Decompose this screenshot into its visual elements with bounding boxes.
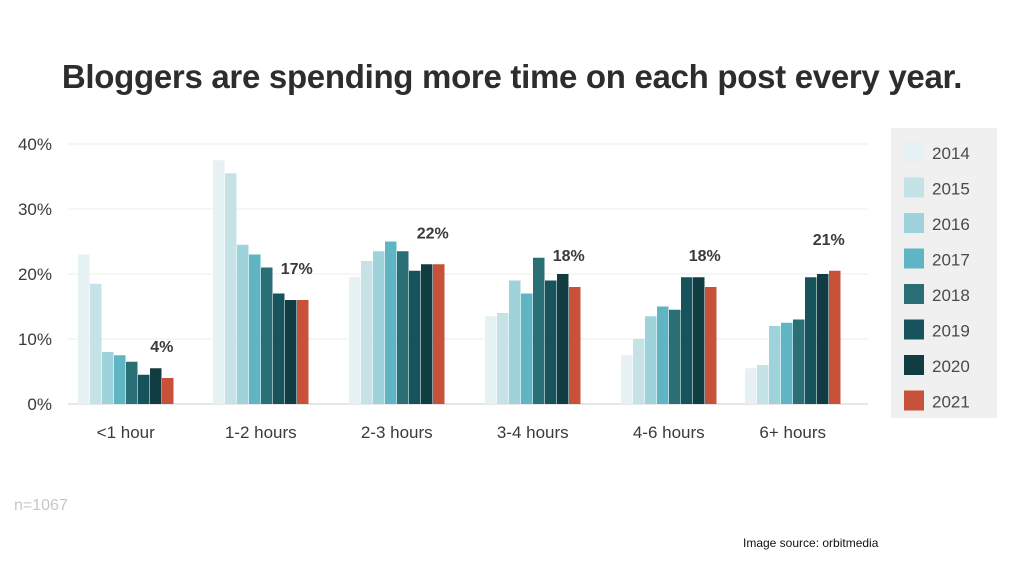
bar-2021-2 bbox=[433, 264, 445, 404]
category-label: 4-6 hours bbox=[633, 423, 705, 442]
bar-2016-1 bbox=[237, 244, 249, 404]
bar-2019-4 bbox=[681, 277, 693, 404]
y-tick-label: 20% bbox=[18, 265, 52, 284]
bar-2017-3 bbox=[521, 293, 533, 404]
bar-2018-3 bbox=[533, 257, 545, 404]
bar-2014-2 bbox=[349, 277, 361, 404]
bar-2018-0 bbox=[126, 361, 138, 404]
bar-2014-4 bbox=[621, 355, 633, 404]
data-label: 22% bbox=[417, 225, 449, 242]
data-label: 18% bbox=[553, 248, 585, 265]
labels-layer: <1 hour 4% 1-2 hours 17% 2-3 hours 22% 3-4 hou… bbox=[97, 225, 845, 442]
legend-label: 2016 bbox=[932, 215, 970, 234]
bar-2021-3 bbox=[569, 287, 581, 404]
image-source-credit: Image source: orbitmedia bbox=[743, 536, 879, 550]
legend-label: 2018 bbox=[932, 286, 970, 305]
bar-2020-1 bbox=[285, 300, 297, 404]
bar-2019-2 bbox=[409, 270, 421, 404]
category-label: 1-2 hours bbox=[225, 423, 297, 442]
bar-2016-0 bbox=[102, 352, 114, 404]
legend-swatch-2018 bbox=[904, 284, 924, 304]
bar-2019-0 bbox=[138, 374, 150, 404]
y-tick-label: 40% bbox=[18, 135, 52, 154]
data-label: 17% bbox=[281, 261, 313, 278]
bar-2017-2 bbox=[385, 241, 397, 404]
bar-2019-3 bbox=[545, 280, 557, 404]
legend-swatch-2014 bbox=[904, 142, 924, 162]
legend-label: 2015 bbox=[932, 180, 970, 199]
bar-2015-0 bbox=[90, 283, 102, 404]
data-label: 4% bbox=[150, 339, 173, 356]
bar-2020-0 bbox=[150, 368, 162, 404]
bar-2017-0 bbox=[114, 355, 126, 404]
category-label: 2-3 hours bbox=[361, 423, 433, 442]
sample-size-note: n=1067 bbox=[14, 497, 68, 514]
bar-2018-1 bbox=[261, 267, 273, 404]
bar-2021-5 bbox=[829, 270, 841, 404]
bar-2014-1 bbox=[213, 160, 225, 404]
bar-2019-1 bbox=[273, 293, 285, 404]
bar-2016-5 bbox=[769, 326, 781, 404]
legend-label: 2014 bbox=[932, 144, 970, 163]
bar-2017-5 bbox=[781, 322, 793, 404]
legend-swatch-2016 bbox=[904, 213, 924, 233]
bar-2015-2 bbox=[361, 261, 373, 404]
bar-2020-5 bbox=[817, 274, 829, 404]
bar-2020-2 bbox=[421, 264, 433, 404]
bar-2021-4 bbox=[705, 287, 717, 404]
bar-2015-3 bbox=[497, 313, 509, 404]
bar-2018-5 bbox=[793, 319, 805, 404]
bar-2016-4 bbox=[645, 316, 657, 404]
legend-swatch-2017 bbox=[904, 248, 924, 269]
bar-2020-4 bbox=[693, 277, 705, 404]
legend-label: 2019 bbox=[932, 322, 970, 341]
bar-2014-0 bbox=[78, 254, 90, 404]
legend-swatch-2015 bbox=[904, 177, 924, 198]
bars-layer bbox=[78, 160, 841, 404]
category-label: 3-4 hours bbox=[497, 423, 569, 442]
category-label: 6+ hours bbox=[759, 423, 826, 442]
bar-2020-3 bbox=[557, 274, 569, 404]
bar-2017-4 bbox=[657, 306, 669, 404]
bar-2015-5 bbox=[757, 365, 769, 404]
bar-2014-3 bbox=[485, 316, 497, 404]
legend-swatch-2021 bbox=[904, 390, 924, 411]
legend-swatch-2019 bbox=[904, 319, 924, 340]
grid-layer: 0% 10% 20% 30% 40% bbox=[18, 135, 868, 414]
legend-label: 2020 bbox=[932, 357, 970, 376]
category-label: <1 hour bbox=[97, 423, 155, 442]
bar-2016-2 bbox=[373, 251, 385, 404]
bar-2016-3 bbox=[509, 280, 521, 404]
bar-2015-4 bbox=[633, 339, 645, 404]
y-tick-label: 10% bbox=[18, 330, 52, 349]
y-tick-label: 0% bbox=[27, 395, 52, 414]
data-label: 21% bbox=[813, 232, 845, 249]
bar-2021-1 bbox=[297, 300, 309, 404]
bar-2017-1 bbox=[249, 254, 261, 404]
bar-2018-2 bbox=[397, 251, 409, 404]
legend-swatch-2020 bbox=[904, 355, 924, 375]
bar-2015-1 bbox=[225, 173, 237, 404]
bar-2019-5 bbox=[805, 277, 817, 404]
legend-label: 2021 bbox=[932, 393, 970, 412]
legend: 2014 2015 2016 2017 2018 2019 2020 2021 bbox=[904, 142, 970, 412]
bar-2018-4 bbox=[669, 309, 681, 404]
bar-2021-0 bbox=[162, 378, 174, 404]
legend-label: 2017 bbox=[932, 251, 970, 270]
data-label: 18% bbox=[689, 248, 721, 265]
bar-2014-5 bbox=[745, 368, 757, 404]
chart-title: Bloggers are spending more time on each … bbox=[61, 58, 963, 95]
y-tick-label: 30% bbox=[18, 200, 52, 219]
